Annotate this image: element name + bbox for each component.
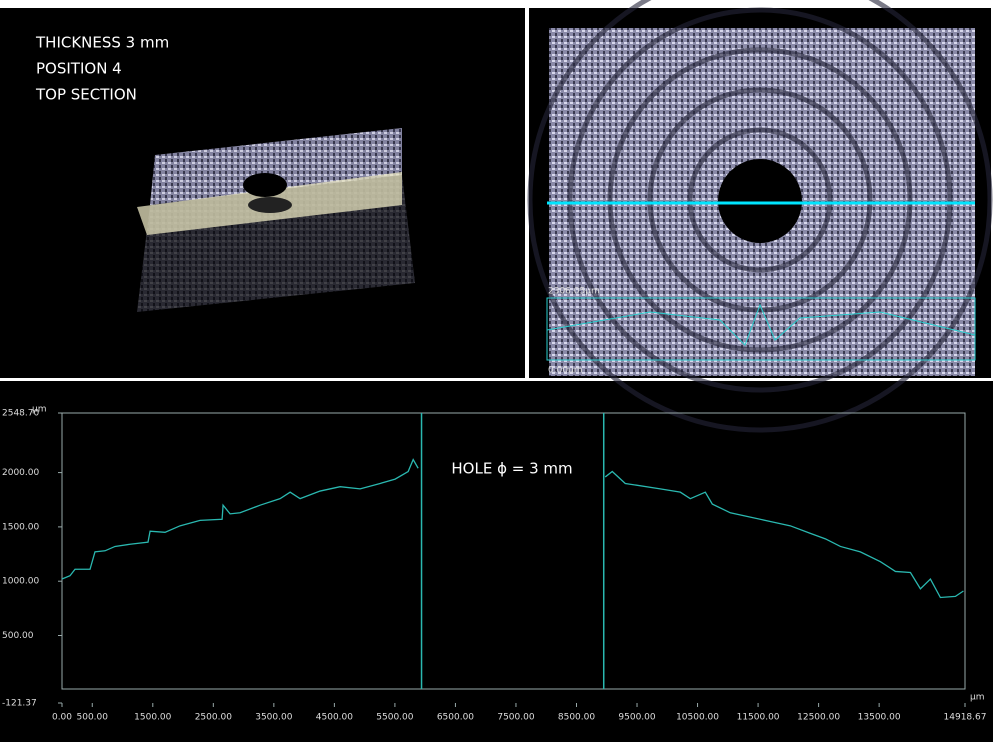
panel-profile — [0, 381, 993, 742]
x-tick-label: 12500.00 — [797, 713, 840, 723]
x-tick-label: 3500.00 — [255, 713, 292, 723]
panel-text: POSITION 4 — [36, 60, 122, 78]
y-tick-label: 1000.00 — [2, 577, 39, 587]
panel-text: TOP SECTION — [35, 86, 137, 104]
hole — [718, 159, 802, 243]
y-tick-label: 500.00 — [2, 631, 34, 641]
x-tick-label: 10500.00 — [676, 713, 719, 723]
hole — [243, 173, 287, 197]
x-tick-label: 2500.00 — [195, 713, 232, 723]
hole-section — [248, 197, 292, 213]
x-tick-label: 11500.00 — [737, 713, 780, 723]
y-axis-unit: µm — [32, 405, 47, 415]
y-tick-label: 1500.00 — [2, 522, 39, 532]
x-tick-label: 6500.00 — [437, 713, 474, 723]
y-tick-label: 2000.00 — [2, 468, 39, 478]
y-tick-label: -121.37 — [2, 699, 37, 709]
x-tick-label: 5500.00 — [376, 713, 413, 723]
x-tick-label: 1500.00 — [134, 713, 171, 723]
profile-label: 0.00µm — [548, 366, 583, 376]
x-tick-label: 14918.67 — [944, 713, 987, 723]
x-axis-unit: µm — [970, 693, 985, 703]
x-tick-label: 13500.00 — [858, 713, 901, 723]
panel-text: THICKNESS 3 mm — [35, 34, 169, 52]
canvas: THICKNESS 3 mm POSITION 4 TOP SECTION 23… — [0, 0, 993, 742]
screenshot: THICKNESS 3 mm POSITION 4 TOP SECTION 23… — [0, 0, 993, 742]
x-tick-label: 8500.00 — [558, 713, 595, 723]
x-tick-label: 500.00 — [77, 713, 109, 723]
x-tick-label: 9500.00 — [618, 713, 655, 723]
x-tick-label: 0.00 — [52, 713, 72, 723]
x-tick-label: 7500.00 — [497, 713, 534, 723]
x-tick-label: 4500.00 — [316, 713, 353, 723]
annotation: HOLE ϕ = 3 mm — [451, 460, 572, 478]
profile-label: 2306.05µm — [548, 287, 600, 297]
